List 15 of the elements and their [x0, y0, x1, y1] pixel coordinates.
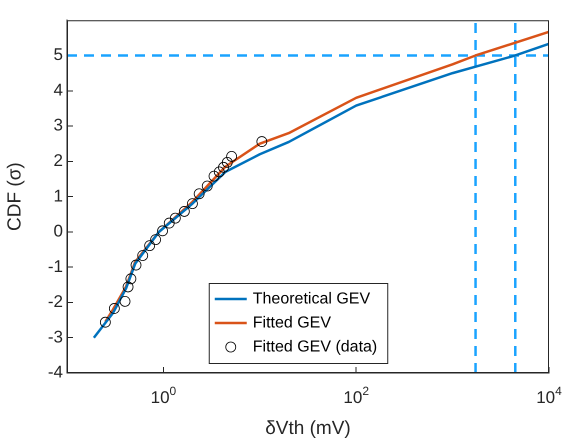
legend-label: Fitted GEV (data): [252, 338, 378, 356]
legend-label: Theoretical GEV: [252, 290, 370, 308]
y-tick-label: -1: [48, 256, 63, 276]
y-tick-label: 2: [54, 151, 63, 170]
y-tick-label: -4: [48, 362, 63, 382]
y-tick-label: 5: [54, 45, 63, 64]
y-tick-label: -2: [48, 292, 63, 312]
y-axis-title: CDF (σ): [4, 162, 26, 231]
y-tick-label: -3: [48, 327, 63, 346]
y-tick-label: 0: [54, 222, 63, 241]
y-tick-label: 3: [54, 116, 63, 135]
x-axis-title: δVth (mV): [265, 418, 351, 439]
y-tick-label: 4: [54, 80, 63, 100]
y-tick-label: 1: [54, 186, 63, 206]
legend-label: Fitted GEV: [252, 314, 332, 332]
